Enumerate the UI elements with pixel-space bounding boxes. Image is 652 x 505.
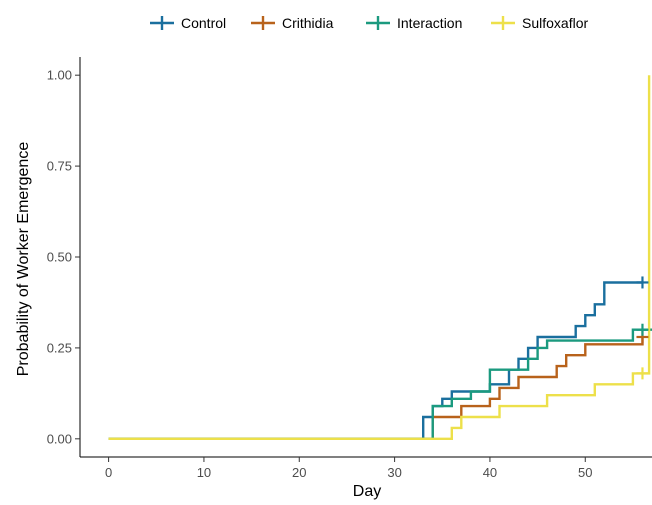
- y-tick-label: 0.00: [47, 431, 72, 446]
- legend-item-interaction: Interaction: [366, 15, 462, 31]
- legend-item-control: Control: [150, 15, 226, 31]
- y-axis: 0.00 0.25 0.50 0.75 1.00: [47, 57, 81, 457]
- y-tick-label: 0.75: [47, 159, 72, 174]
- x-axis-title: Day: [353, 483, 381, 500]
- censor-mark-interaction: [636, 323, 649, 336]
- legend-label: Control: [181, 15, 226, 31]
- x-axis: 0 10 20 30 40 50: [80, 456, 652, 480]
- series-line-sulfoxaflor: [108, 75, 651, 440]
- y-tick-label: 1.00: [47, 68, 72, 83]
- x-tick-label: 10: [197, 465, 211, 480]
- x-tick-label: 0: [105, 465, 112, 480]
- y-tick-label: 0.50: [47, 250, 72, 265]
- series-line-control: [108, 281, 643, 440]
- x-tick-label: 50: [578, 465, 592, 480]
- legend: Control Crithidia Interaction Sulfoxaflor: [150, 15, 588, 31]
- x-tick-label: 40: [483, 465, 497, 480]
- legend-item-crithidia: Crithidia: [251, 15, 334, 31]
- x-tick-label: 30: [387, 465, 401, 480]
- legend-label: Sulfoxaflor: [522, 15, 588, 31]
- y-tick-label: 0.25: [47, 340, 72, 355]
- legend-label: Interaction: [397, 15, 462, 31]
- censor-mark-sulfoxaflor: [636, 367, 649, 380]
- x-tick-label: 20: [292, 465, 306, 480]
- y-axis-title: Probability of Worker Emergence: [15, 142, 32, 377]
- censor-mark-control: [636, 276, 649, 289]
- legend-label: Crithidia: [282, 15, 334, 31]
- plot-area: [108, 75, 652, 440]
- series-line-crithidia: [108, 337, 644, 440]
- series-line-interaction: [108, 328, 652, 440]
- legend-item-sulfoxaflor: Sulfoxaflor: [491, 15, 588, 31]
